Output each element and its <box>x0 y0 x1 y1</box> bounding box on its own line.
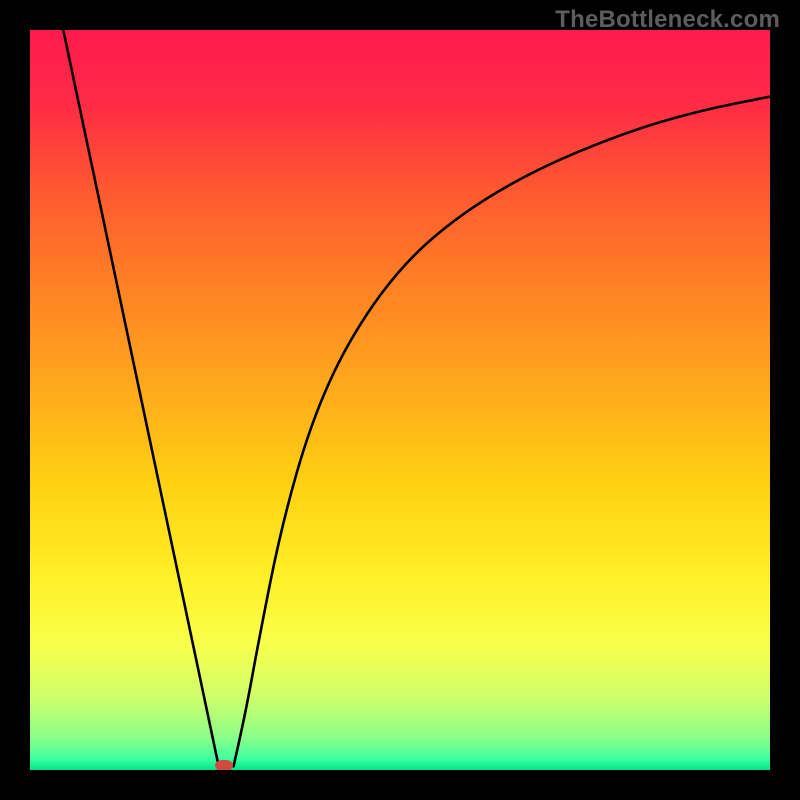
watermark-text: TheBottleneck.com <box>555 6 780 34</box>
bottleneck-curve <box>30 30 770 770</box>
chart-container: { "meta": { "width_px": 800, "height_px"… <box>0 0 800 800</box>
curve-right-branch <box>234 97 771 767</box>
minimum-marker <box>215 760 233 770</box>
curve-left-branch <box>63 30 218 766</box>
plot-area <box>30 30 770 770</box>
